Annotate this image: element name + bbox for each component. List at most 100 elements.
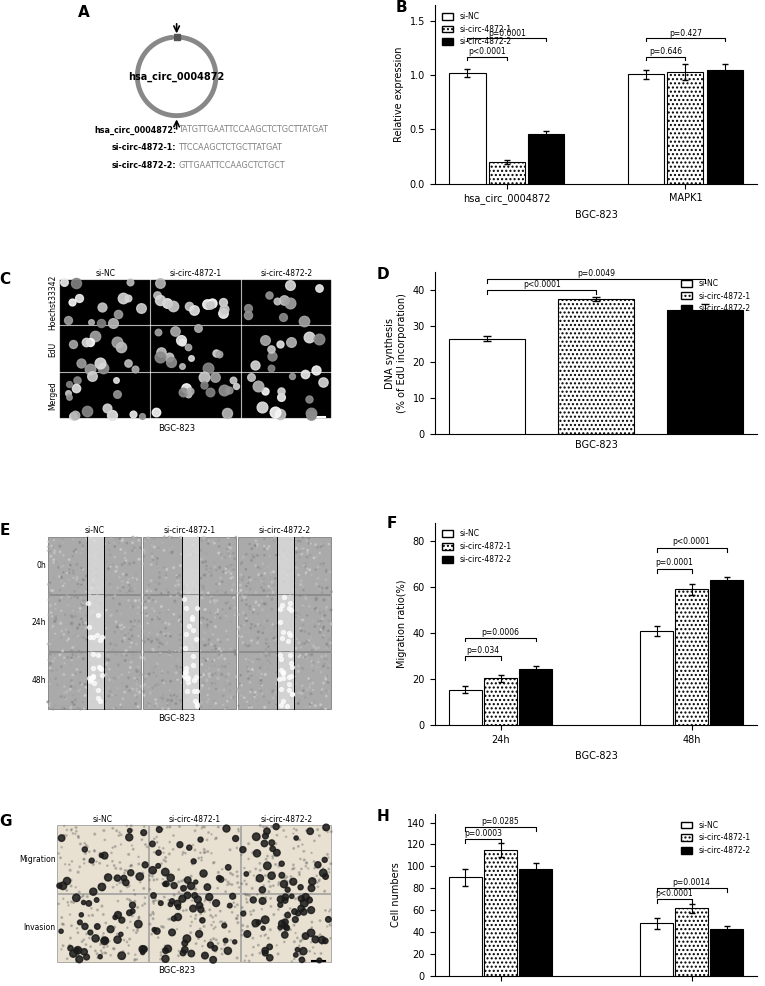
Point xyxy=(79,671,91,687)
Point xyxy=(79,676,91,692)
Point xyxy=(177,882,189,898)
Point xyxy=(198,577,210,593)
Point xyxy=(266,841,278,857)
Point xyxy=(58,576,70,592)
Point xyxy=(305,935,317,951)
Point xyxy=(321,684,334,700)
Point xyxy=(238,617,250,633)
Point xyxy=(176,891,188,907)
Point xyxy=(170,696,182,712)
Point xyxy=(246,682,258,698)
Point xyxy=(259,547,271,563)
Point xyxy=(273,574,285,590)
Point xyxy=(155,951,167,967)
Text: si-NC: si-NC xyxy=(93,814,112,823)
Point xyxy=(313,858,325,874)
Point xyxy=(216,601,229,617)
Point xyxy=(203,666,216,681)
Point xyxy=(186,686,198,702)
Point xyxy=(157,872,169,887)
Point xyxy=(62,650,74,666)
Point xyxy=(51,672,63,688)
Point xyxy=(293,649,305,665)
Point xyxy=(293,635,305,651)
Point xyxy=(139,672,151,688)
Point xyxy=(175,638,187,654)
Point xyxy=(66,821,78,837)
Point xyxy=(194,897,206,913)
Point xyxy=(314,603,326,619)
Point xyxy=(118,932,130,948)
Text: si-NC: si-NC xyxy=(84,526,104,534)
Point xyxy=(289,609,301,625)
Point xyxy=(145,606,157,622)
Point xyxy=(207,914,220,930)
Point xyxy=(100,620,112,636)
Text: 0h: 0h xyxy=(36,561,46,570)
Point xyxy=(67,675,79,691)
Point xyxy=(109,684,122,700)
Point xyxy=(225,570,237,586)
Point xyxy=(207,663,220,678)
Point xyxy=(148,603,161,619)
Point xyxy=(295,890,308,906)
Point xyxy=(111,633,123,649)
Point xyxy=(202,844,214,860)
Point xyxy=(112,827,125,843)
Point xyxy=(131,680,143,696)
Point xyxy=(321,600,333,616)
Point xyxy=(148,895,160,911)
Point xyxy=(146,680,158,696)
Point xyxy=(198,666,210,681)
Point xyxy=(203,889,216,905)
Point xyxy=(50,670,62,686)
Point xyxy=(302,634,314,650)
Point xyxy=(277,548,289,564)
Point xyxy=(148,539,161,555)
Point xyxy=(97,670,109,686)
Point xyxy=(218,682,230,698)
Point xyxy=(187,622,199,638)
Point xyxy=(262,608,274,624)
Point xyxy=(164,648,176,664)
Point xyxy=(306,874,318,889)
Point xyxy=(47,701,59,717)
Point xyxy=(295,851,307,867)
Point xyxy=(134,875,146,890)
Point xyxy=(48,610,60,626)
Point xyxy=(162,585,174,600)
Point xyxy=(131,672,143,688)
Point xyxy=(309,932,321,948)
Point xyxy=(145,557,158,573)
Point xyxy=(65,672,77,688)
Point xyxy=(149,630,161,646)
Point xyxy=(288,569,301,585)
Point xyxy=(47,654,59,669)
Point xyxy=(80,926,93,942)
Point xyxy=(262,589,274,604)
Point xyxy=(55,630,67,646)
Bar xyxy=(47,653,141,709)
Point xyxy=(106,853,119,869)
Point xyxy=(198,868,210,883)
Point xyxy=(270,618,282,634)
Point xyxy=(266,684,278,700)
Point xyxy=(150,582,162,598)
Point xyxy=(115,582,127,598)
Point xyxy=(260,927,272,943)
Point xyxy=(315,685,327,701)
Point xyxy=(64,591,76,606)
Point xyxy=(169,578,181,594)
Point xyxy=(97,647,109,663)
Point xyxy=(216,667,228,682)
Point xyxy=(296,951,308,967)
Point xyxy=(133,686,145,702)
Point xyxy=(243,851,255,867)
Point xyxy=(282,907,294,923)
Point xyxy=(91,635,103,651)
Point xyxy=(194,921,207,937)
Point xyxy=(212,819,224,835)
Point xyxy=(78,856,90,872)
Point xyxy=(126,543,138,559)
Point xyxy=(303,633,315,649)
